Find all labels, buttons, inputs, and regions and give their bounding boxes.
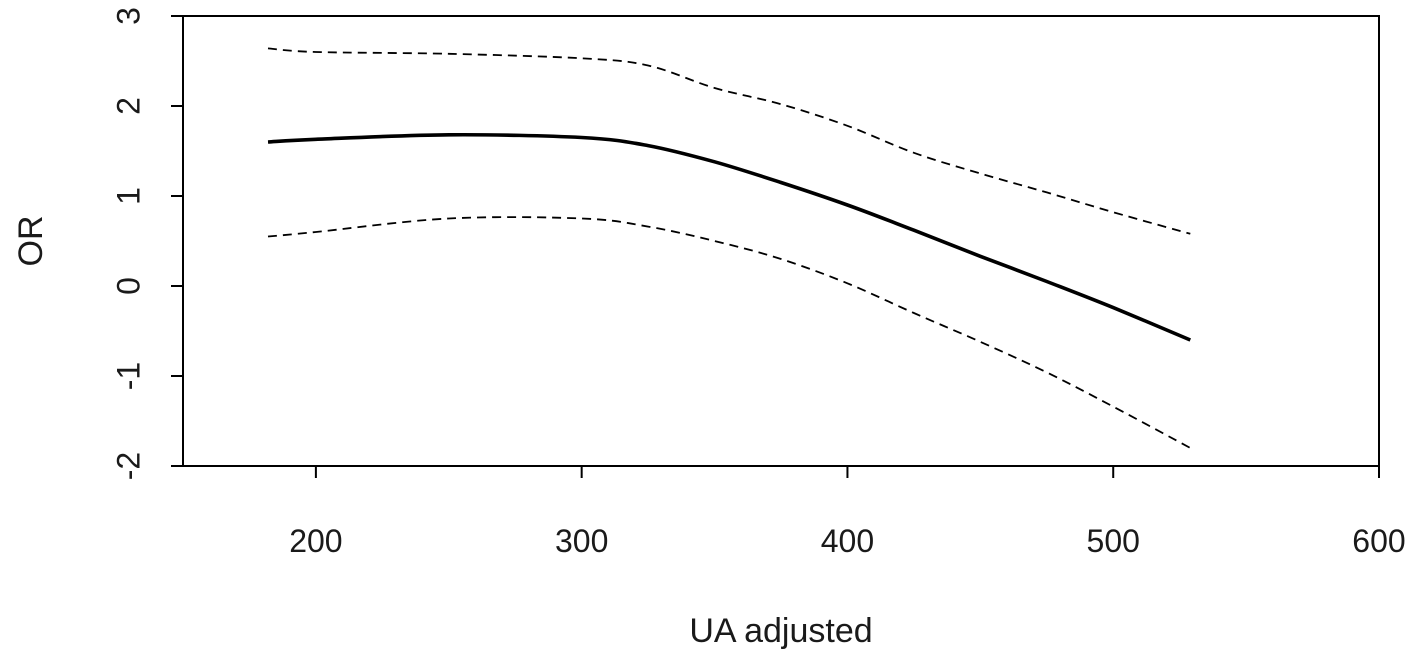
plot-frame bbox=[182, 15, 1380, 467]
or-estimate-line bbox=[267, 132, 1191, 342]
x-tick-label: 600 bbox=[1352, 523, 1405, 559]
x-axis-title: UA adjusted bbox=[689, 612, 872, 650]
x-tick-label: 200 bbox=[289, 523, 342, 559]
y-tick-label: 0 bbox=[110, 277, 146, 295]
y-tick-label: -2 bbox=[110, 452, 146, 480]
x-tick-label: 300 bbox=[555, 523, 608, 559]
x-tick-label: 400 bbox=[821, 523, 874, 559]
lower-ci-line bbox=[267, 216, 1191, 449]
x-axis: 200 300 400 500 600 bbox=[289, 466, 1406, 559]
y-tick-label: 2 bbox=[110, 97, 146, 115]
y-tick-label: 3 bbox=[110, 7, 146, 25]
x-tick-label: 500 bbox=[1087, 523, 1140, 559]
y-tick-label: 1 bbox=[110, 187, 146, 205]
series-layer bbox=[267, 47, 1191, 449]
upper-ci-line bbox=[267, 47, 1191, 235]
y-axis: -2 -1 0 1 2 3 bbox=[110, 7, 183, 480]
y-tick-label: -1 bbox=[110, 362, 146, 390]
y-axis-title: OR bbox=[12, 216, 50, 267]
